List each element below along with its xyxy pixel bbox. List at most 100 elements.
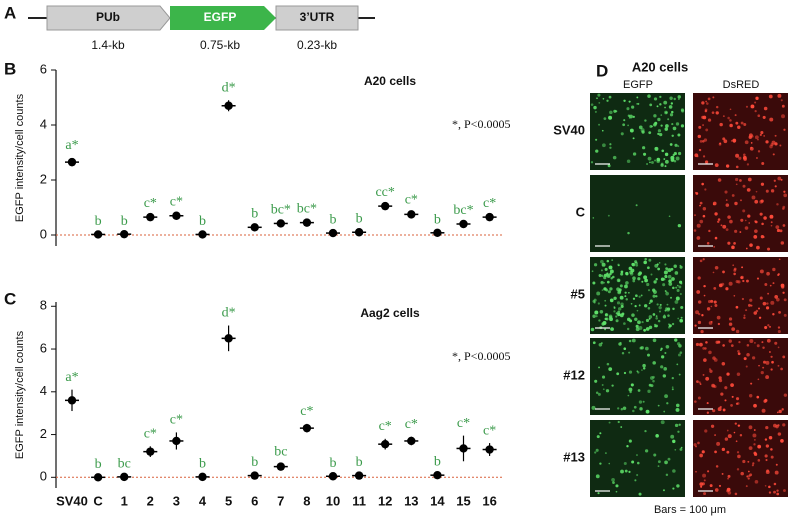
- cell-spot: [624, 291, 627, 294]
- cell-spot: [657, 129, 662, 133]
- cell-spot: [762, 236, 765, 238]
- cell-spot: [656, 105, 659, 108]
- cell-spot: [595, 138, 598, 141]
- cell-spot: [629, 390, 632, 394]
- cell-spot: [622, 123, 626, 127]
- cell-spot: [783, 128, 786, 131]
- cell-spot: [711, 383, 715, 388]
- cell-spot: [714, 212, 718, 216]
- cell-spot: [636, 454, 638, 456]
- cell-spot: [765, 360, 770, 365]
- cell-spot: [658, 310, 661, 313]
- x-tick-label: 3: [173, 493, 180, 508]
- cell-spot: [746, 279, 749, 283]
- cell-spot: [664, 159, 669, 164]
- cell-spot: [665, 124, 669, 128]
- cell-spot: [742, 459, 746, 464]
- cell-spot: [761, 162, 765, 165]
- panel-label: B: [4, 59, 16, 78]
- cell-spot: [603, 273, 608, 277]
- cell-spot: [739, 179, 742, 182]
- cell-spot: [699, 383, 702, 385]
- cell-spot: [657, 132, 660, 136]
- cell-spot: [774, 142, 778, 146]
- cell-spot: [754, 110, 757, 113]
- cell-spot: [592, 281, 596, 285]
- significance-label: b: [199, 457, 206, 472]
- cell-spot: [617, 290, 622, 295]
- cell-spot: [620, 270, 624, 274]
- cell-spot: [713, 245, 716, 248]
- cell-spot: [645, 327, 650, 331]
- cell-spot: [631, 338, 636, 343]
- chart-title: Aag2 cells: [360, 306, 420, 320]
- cell-spot: [637, 461, 640, 465]
- cell-spot: [601, 322, 605, 326]
- cell-spot: [632, 297, 636, 300]
- cell-spot: [695, 310, 700, 315]
- cell-spot: [701, 482, 705, 486]
- cell-spot: [644, 119, 647, 122]
- cell-spot: [631, 460, 635, 464]
- cell-spot: [712, 409, 716, 413]
- cell-spot: [748, 222, 751, 224]
- cell-spot: [643, 260, 647, 265]
- cell-spot: [702, 207, 707, 211]
- cell-spot: [727, 215, 731, 219]
- cell-spot: [735, 153, 740, 158]
- cell-spot: [642, 400, 645, 403]
- cell-spot: [676, 363, 679, 366]
- cell-spot: [676, 484, 680, 488]
- cell-spot: [707, 97, 711, 101]
- mean-dot: [250, 223, 259, 232]
- cell-spot: [747, 303, 751, 307]
- cell-spot: [776, 489, 779, 492]
- cell-spot: [729, 123, 733, 128]
- cell-spot: [742, 184, 746, 188]
- cell-spot: [734, 229, 738, 233]
- cell-spot: [759, 296, 763, 300]
- cell-spot: [728, 339, 732, 343]
- cell-spot: [694, 400, 697, 403]
- x-tick-label: 6: [251, 493, 258, 508]
- mean-dot: [172, 436, 181, 446]
- mean-dot: [302, 218, 312, 227]
- cell-spot: [598, 123, 601, 126]
- cell-spot: [702, 347, 706, 350]
- cell-spot: [641, 369, 643, 371]
- cell-spot: [776, 203, 779, 206]
- cell-spot: [740, 471, 744, 476]
- cell-spot: [755, 96, 759, 100]
- cell-spot: [764, 283, 768, 286]
- cell-spot: [638, 295, 641, 298]
- cell-spot: [772, 282, 775, 285]
- micrograph: [590, 338, 685, 415]
- cell-spot: [735, 165, 739, 169]
- cell-spot: [662, 315, 667, 319]
- cell-spot: [674, 338, 678, 342]
- cell-spot: [632, 137, 635, 140]
- cell-spot: [611, 384, 614, 387]
- cell-spot: [777, 273, 780, 276]
- cell-spot: [671, 134, 674, 138]
- cell-spot: [782, 207, 785, 210]
- cell-spot: [746, 344, 750, 347]
- cell-spot: [763, 216, 767, 220]
- cell-spot: [670, 102, 674, 105]
- cell-spot: [726, 372, 730, 376]
- cell-spot: [635, 324, 639, 328]
- cell-spot: [623, 322, 626, 325]
- cell-spot: [674, 448, 677, 451]
- construct-label: 3’UTR: [300, 10, 335, 24]
- cell-spot: [659, 95, 662, 99]
- cell-spot: [630, 302, 633, 305]
- cell-spot: [592, 341, 596, 345]
- cell-spot: [720, 224, 723, 227]
- cell-spot: [720, 392, 724, 396]
- cell-spot: [628, 117, 631, 119]
- cell-spot: [632, 115, 635, 118]
- cell-spot: [594, 451, 597, 454]
- cell-spot: [774, 295, 779, 299]
- cell-spot: [780, 367, 783, 371]
- cell-spot: [727, 116, 730, 120]
